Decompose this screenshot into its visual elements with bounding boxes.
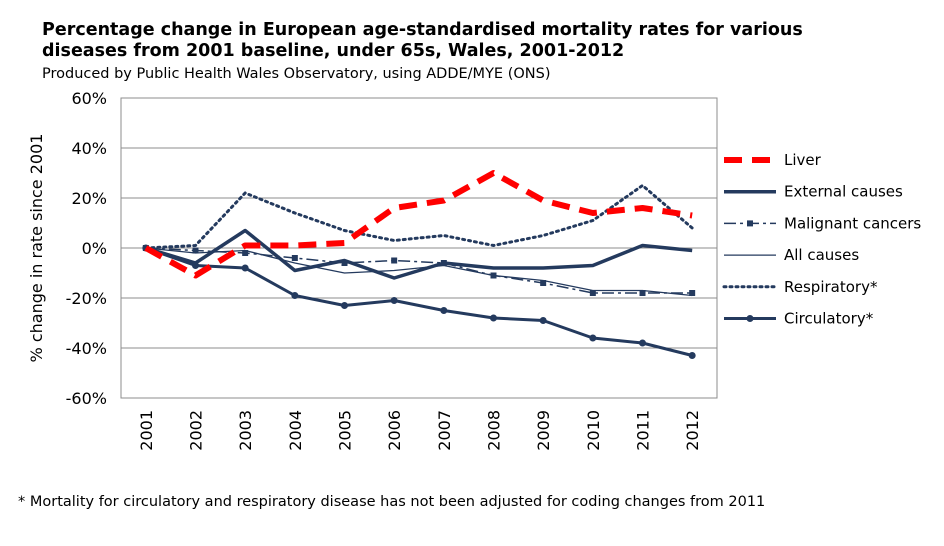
y-axis-label: % change in rate since 2001	[27, 134, 46, 363]
data-point	[589, 334, 597, 342]
x-tick-label: 2010	[584, 410, 603, 451]
data-point	[639, 290, 646, 296]
data-point	[689, 290, 696, 296]
y-tick-label: 0%	[82, 239, 107, 258]
data-point	[688, 352, 696, 359]
footnote: * Mortality for circulatory and respirat…	[18, 494, 766, 510]
y-tick-label: 60%	[71, 89, 107, 108]
data-point	[390, 297, 398, 304]
series-lines	[142, 170, 696, 359]
y-tick-label: -20%	[66, 289, 107, 308]
x-tick-label: 2011	[634, 410, 653, 451]
series-line-external-causes	[145, 228, 693, 280]
data-point	[440, 307, 448, 314]
data-point	[490, 272, 497, 279]
title-line-1: Percentage change in European age-standa…	[42, 20, 803, 40]
chart-title: Percentage change in European age-standa…	[42, 20, 922, 62]
x-tick-label: 2003	[236, 410, 255, 451]
x-tick-label: 2008	[485, 410, 504, 451]
y-tick-label: 20%	[71, 189, 107, 208]
legend: Liver External causes Malignant cancers All…	[722, 151, 921, 328]
chart-subtitle: Produced by Public Health Wales Observat…	[42, 66, 551, 82]
plot-border	[120, 97, 718, 399]
data-point	[589, 290, 596, 296]
x-tick-label: 2005	[336, 410, 355, 451]
y-tick-label: 40%	[71, 139, 107, 158]
series-line-all-causes	[145, 247, 693, 297]
data-point	[391, 257, 398, 264]
legend-marker	[746, 315, 754, 322]
legend-label: Malignant cancers	[784, 214, 921, 232]
y-tick-label: -40%	[66, 339, 107, 358]
y-tick-labels: 60% 40% 20% 0% -20% -40% -60%	[66, 89, 107, 408]
data-point	[539, 317, 547, 324]
x-tick-label: 2001	[137, 410, 156, 451]
x-tick-label: 2012	[683, 410, 702, 451]
legend-label: Circulatory*	[784, 310, 874, 328]
data-point	[192, 247, 199, 254]
x-tick-label: 2006	[385, 410, 404, 451]
data-point	[242, 250, 249, 256]
x-tick-label: 2009	[534, 410, 553, 451]
y-tick-label: -60%	[66, 389, 107, 408]
data-point	[291, 255, 298, 261]
x-tick-label: 2002	[187, 410, 206, 451]
data-point	[341, 260, 348, 266]
legend-label: All causes	[784, 246, 859, 264]
x-tick-labels: 2001 2002 2003 2004 2005 2006 2007 2008 2009 2010…	[137, 410, 702, 451]
x-tick-label: 2007	[435, 410, 454, 451]
legend-marker	[747, 220, 753, 227]
title-line-2: diseases from 2001 baseline, under 65s, …	[42, 41, 625, 61]
data-point	[540, 280, 547, 286]
data-point	[490, 314, 497, 322]
gridlines	[121, 97, 717, 399]
series-line-respiratory	[144, 184, 694, 250]
data-point	[291, 292, 299, 299]
data-point	[341, 302, 348, 309]
series-line-circulatory	[145, 246, 693, 357]
legend-label: Respiratory*	[784, 278, 878, 296]
legend-label: External causes	[784, 183, 903, 201]
data-point	[241, 264, 249, 272]
data-point	[639, 339, 646, 347]
legend-label: Liver	[784, 151, 822, 169]
x-tick-label: 2004	[286, 410, 305, 451]
